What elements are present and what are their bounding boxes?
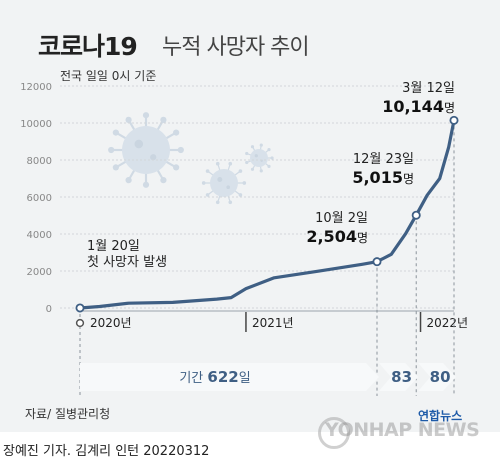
virus-icon-spike-tip bbox=[125, 177, 132, 184]
annotation-unit: 명 bbox=[444, 101, 455, 115]
virus-icon-small-spike-tip bbox=[238, 193, 243, 197]
virus-icon-spike-tip bbox=[112, 129, 119, 136]
virus-icon-tiny bbox=[245, 143, 274, 173]
period-arrow bbox=[418, 363, 456, 391]
annotation-value: 5,015명 bbox=[352, 168, 414, 187]
virus-icon-tiny-spot bbox=[254, 154, 258, 158]
period-number: 80 bbox=[430, 368, 451, 386]
data-point-marker bbox=[372, 257, 382, 267]
data-point-marker bbox=[75, 303, 85, 313]
annotation-text: 첫 사망자 발생 bbox=[87, 255, 167, 270]
virus-icon-spike-tip bbox=[173, 164, 180, 171]
period-prefix: 기간 bbox=[179, 371, 207, 386]
period-number: 622 bbox=[207, 368, 238, 386]
y-tick-label: 2000 bbox=[27, 267, 52, 278]
virus-icon-spike-tip bbox=[173, 129, 180, 136]
annotation-value: 2,504명 bbox=[306, 227, 368, 246]
y-tick-label: 10000 bbox=[20, 119, 52, 130]
virus-icon-small-body bbox=[210, 169, 238, 197]
annotation-value: 10,144명 bbox=[382, 97, 455, 116]
period-label: 80 bbox=[430, 368, 451, 386]
watermark-icon bbox=[318, 417, 350, 449]
annotation-number: 5,015 bbox=[352, 168, 403, 187]
start-marker bbox=[75, 318, 85, 328]
chart-title-rest: 누적 사망자 추이 bbox=[162, 35, 310, 60]
chart-subtitle: 전국 일일 0시 기준 bbox=[60, 69, 157, 83]
y-tick-label: 0 bbox=[46, 304, 52, 315]
virus-icon-small-spike-tip bbox=[228, 200, 233, 205]
virus-icon-tiny-spike-tip bbox=[250, 167, 255, 171]
source-note: 자료/ 질병관리청 bbox=[25, 407, 111, 421]
virus-icon-spike-tip bbox=[108, 146, 115, 154]
virus-icon-spike-tip bbox=[177, 146, 184, 154]
virus-icon-spot bbox=[134, 139, 144, 149]
line-chart: 0 2000 4000 6000 8000 10000 12000 2020년 2021년 202… bbox=[20, 81, 469, 396]
y-tick-label: 4000 bbox=[27, 230, 52, 241]
period-arrow bbox=[80, 363, 379, 391]
annotation-unit: 명 bbox=[403, 172, 414, 186]
annotation-date: 12월 23일 bbox=[353, 152, 414, 167]
virus-icon-spike-tip bbox=[142, 112, 150, 119]
virus-icon-tiny-spike-tip bbox=[250, 145, 255, 149]
virus-icon bbox=[108, 112, 184, 188]
period-number: 83 bbox=[391, 368, 412, 386]
annotation-number: 10,144 bbox=[382, 97, 444, 116]
annotation-date: 1월 20일 bbox=[87, 239, 140, 254]
annotation-date: 3월 12일 bbox=[402, 81, 455, 96]
y-tick-label: 12000 bbox=[20, 82, 52, 93]
virus-icon-small-spike-tip bbox=[205, 169, 210, 173]
virus-icon-tiny-spike-tip bbox=[267, 148, 271, 152]
virus-icon-spot bbox=[150, 154, 157, 161]
virus-icon-small-spike-tip bbox=[238, 169, 243, 173]
virus-icon-small-spike-tip bbox=[201, 181, 206, 185]
virus-icon-tiny-spike-tip bbox=[270, 156, 274, 160]
virus-icon-small-spike-tip bbox=[215, 200, 220, 205]
virus-icon-tiny-spike-tip bbox=[245, 151, 249, 156]
virus-icon-spike-tip bbox=[160, 116, 167, 123]
y-tick-label: 6000 bbox=[27, 193, 52, 204]
virus-icon-body bbox=[122, 126, 170, 174]
annotation-date: 10월 2일 bbox=[315, 211, 368, 226]
virus-icon-tiny-body bbox=[250, 149, 268, 167]
virus-icon-spike-tip bbox=[142, 181, 150, 188]
annotation-unit: 명 bbox=[357, 231, 368, 245]
virus-icon-spike-tip bbox=[160, 177, 167, 184]
x-year-label: 2022년 bbox=[427, 316, 469, 330]
byline: 장예진 기자. 김계리 인턴 20220312 bbox=[3, 444, 210, 459]
virus-icon-small-spot bbox=[226, 185, 231, 190]
data-point-marker bbox=[449, 115, 459, 125]
virus-icon-small-spot bbox=[217, 176, 223, 183]
virus-icon-spike-tip bbox=[112, 164, 119, 171]
period-label: 83 bbox=[391, 368, 412, 386]
virus-icon-small-spike-tip bbox=[228, 161, 233, 166]
virus-icon-tiny-spike-tip bbox=[259, 169, 263, 173]
x-year-label: 2020년 bbox=[90, 316, 132, 330]
period-arrow bbox=[379, 363, 419, 391]
y-tick-label: 8000 bbox=[27, 156, 52, 167]
period-label: 기간 622일 bbox=[179, 368, 250, 386]
virus-icon-tiny-spike-tip bbox=[245, 160, 249, 165]
virus-icon-small-spike-tip bbox=[215, 161, 220, 166]
series-line bbox=[78, 118, 456, 310]
data-point-marker bbox=[411, 210, 421, 220]
annotation-number: 2,504 bbox=[306, 227, 357, 246]
virus-icon-tiny-spike-tip bbox=[267, 164, 271, 168]
virus-icon-small-spike-tip bbox=[242, 181, 247, 185]
chart-title: 코로나19 bbox=[38, 32, 138, 61]
yonhap-logo: 연합뉴스 bbox=[418, 409, 463, 423]
period-unit: 일 bbox=[239, 371, 251, 386]
virus-icon-small-spike-tip bbox=[205, 193, 210, 197]
virus-icon-small bbox=[201, 161, 247, 205]
x-year-label: 2021년 bbox=[252, 316, 294, 330]
virus-icon-spike-tip bbox=[125, 116, 132, 123]
virus-icon-tiny-spike-tip bbox=[259, 143, 263, 147]
watermark: YONHAP NEWS bbox=[325, 419, 480, 441]
